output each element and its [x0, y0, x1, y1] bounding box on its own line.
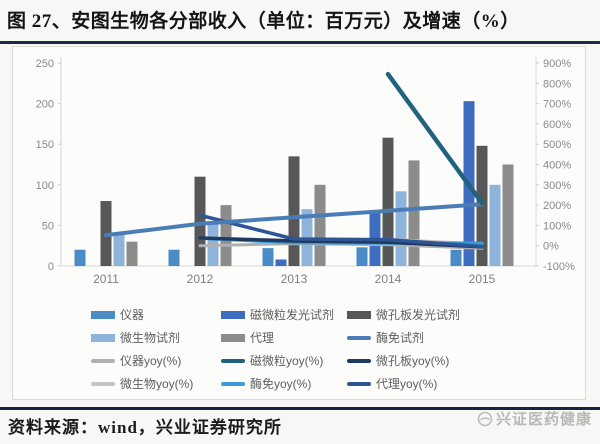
left-axis-tick-label: 250 [36, 58, 54, 70]
line-磁微粒yoy(%) [385, 71, 485, 206]
legend-item-微孔板发光试剂: 微孔板发光试剂 [347, 306, 529, 323]
brand-logo-icon [477, 411, 493, 426]
x-axis-category-label: 2013 [281, 272, 308, 286]
legend-item-微生物yoy(%): 微生物yoy(%) [91, 375, 221, 392]
legend-item-微生物试剂: 微生物试剂 [91, 329, 221, 346]
legend-label: 酶免yoy(%) [250, 377, 312, 391]
legend-line-swatch [221, 381, 245, 386]
legend-label: 代理yoy(%) [376, 377, 438, 391]
line-酶免试剂 [104, 202, 484, 238]
legend-line-swatch [347, 381, 371, 386]
legend-bar-swatch [221, 333, 245, 342]
x-axis-category-label: 2012 [187, 272, 214, 286]
right-axis-tick-label: 600% [543, 119, 571, 131]
legend-label: 磁微粒发光试剂 [250, 308, 335, 322]
legend-label: 酶免试剂 [376, 331, 425, 345]
legend-line-swatch [221, 358, 245, 363]
bar-仪器-2015 [450, 249, 462, 266]
legend-label: 微生物试剂 [120, 331, 181, 345]
legend-item-代理yoy(%): 代理yoy(%) [347, 375, 529, 392]
x-axis-category-label: 2011 [93, 272, 119, 286]
chart-panel: 0 50 100 150 200 250 -100% 0% 100% 200% 300% 400% 50… [12, 46, 586, 400]
bar-仪器-2014 [356, 247, 368, 266]
legend-line-swatch [91, 358, 115, 363]
legend-line-swatch [91, 381, 115, 386]
bar-代理-2013 [314, 184, 326, 266]
bar-仪器-2013 [262, 248, 274, 266]
left-axis-tick-label: 200 [36, 99, 54, 111]
bar-代理-2011 [126, 241, 138, 266]
bar-微孔板发光试剂-2012 [194, 176, 206, 266]
page-title: 图 27、安图生物各分部收入（单位：百万元）及增速（%） [7, 11, 520, 32]
bar-微生物试剂-2011 [113, 233, 125, 266]
bar-微生物试剂-2014 [395, 191, 407, 266]
bar-仪器-2011 [74, 249, 86, 266]
bar-代理-2014 [408, 160, 420, 266]
right-axis-tick-label: 900% [543, 58, 571, 70]
legend-label: 代理 [250, 331, 275, 345]
x-axis-category-label: 2014 [375, 272, 402, 286]
left-axis-tick-label: 0 [48, 261, 54, 273]
legend-label: 磁微粒yoy(%) [250, 354, 324, 368]
line-代理yoy(%) [198, 213, 484, 249]
bar-微生物试剂-2012 [207, 221, 219, 266]
legend-item-磁微粒发光试剂: 磁微粒发光试剂 [221, 306, 347, 323]
right-axis-tick-label: 100% [543, 220, 571, 232]
title-divider [0, 41, 600, 44]
right-axis-tick-label: 400% [543, 160, 571, 172]
brand-logo-text: 兴证医药健康 [495, 411, 592, 428]
bar-微生物试剂-2015 [489, 184, 501, 266]
legend-label: 微生物yoy(%) [120, 377, 194, 391]
legend-item-酶免yoy(%): 酶免yoy(%) [221, 375, 347, 392]
footer-divider [0, 407, 600, 410]
legend-item-仪器: 仪器 [91, 306, 221, 323]
right-axis-tick-label: 300% [543, 180, 571, 192]
right-axis-tick-label: 200% [543, 200, 571, 212]
legend-item-磁微粒yoy(%): 磁微粒yoy(%) [221, 352, 347, 369]
right-axis-tick-label: -100% [543, 261, 575, 273]
left-axis-tick-label: 150 [36, 139, 54, 151]
legend-label: 微孔板yoy(%) [376, 354, 450, 368]
left-axis-tick-label: 100 [36, 180, 54, 192]
bar-仪器-2012 [168, 249, 180, 266]
legend-label: 仪器 [120, 308, 145, 322]
bar-代理-2012 [220, 205, 232, 266]
legend-item-酶免试剂: 酶免试剂 [347, 329, 529, 346]
brand-logo: 兴证医药健康 [477, 408, 592, 429]
source-note: 资料来源：wind，兴业证券研究所 [8, 418, 282, 437]
legend-item-代理: 代理 [221, 329, 347, 346]
legend-item-微孔板yoy(%): 微孔板yoy(%) [347, 352, 529, 369]
legend-bar-swatch [91, 310, 115, 319]
legend-line-swatch [347, 358, 371, 363]
chart-legend: 仪器 磁微粒发光试剂 微孔板发光试剂微生物试剂 代理 酶免试剂仪器yoy(%) 磁微粒yo… [91, 303, 529, 395]
bar-微孔板发光试剂-2014 [382, 137, 394, 266]
revenue-growth-chart: 0 50 100 150 200 250 -100% 0% 100% 200% 300% 400% 50… [36, 57, 575, 286]
bar-代理-2015 [502, 164, 514, 266]
legend-bar-swatch [347, 310, 371, 319]
right-axis-tick-label: 700% [543, 99, 571, 111]
right-axis-tick-label: 500% [543, 139, 571, 151]
legend-bar-swatch [91, 333, 115, 342]
left-axis-tick-label: 50 [42, 220, 54, 232]
legend-label: 仪器yoy(%) [120, 354, 182, 368]
right-axis-tick-label: 0% [543, 241, 559, 253]
legend-line-swatch [347, 335, 371, 340]
legend-item-仪器yoy(%): 仪器yoy(%) [91, 352, 221, 369]
right-axis-tick-label: 800% [543, 78, 571, 90]
legend-bar-swatch [221, 310, 245, 319]
bar-微孔板发光试剂-2013 [288, 156, 300, 266]
legend-label: 微孔板发光试剂 [376, 308, 461, 322]
x-axis-category-label: 2015 [469, 272, 496, 286]
bar-磁微粒发光试剂-2013 [275, 259, 287, 266]
